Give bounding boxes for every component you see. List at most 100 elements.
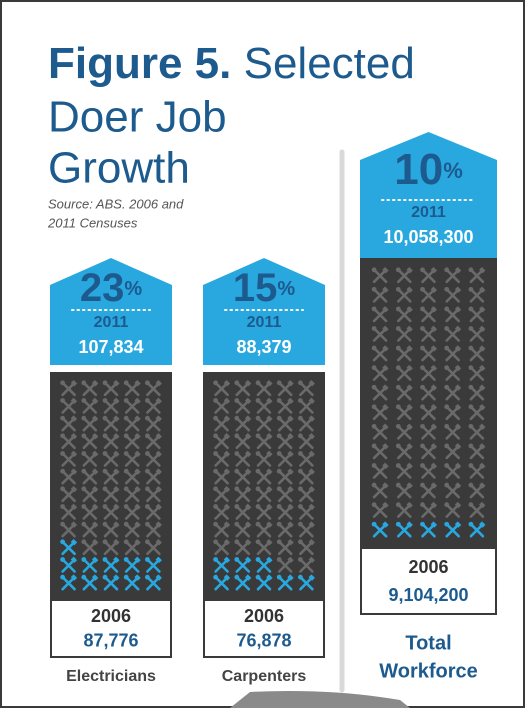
tool-part <box>468 482 474 488</box>
tool-part <box>372 327 388 342</box>
tool-part <box>134 380 141 387</box>
tool-icon <box>213 380 231 397</box>
tool-part <box>468 443 474 449</box>
tool-icon <box>60 521 78 538</box>
tool-part <box>81 521 87 527</box>
tool-part <box>298 486 303 492</box>
tool-part <box>445 483 461 499</box>
tool-part <box>444 345 450 351</box>
tool-part <box>444 267 450 273</box>
tool-icon <box>60 468 78 485</box>
tool-part <box>454 501 462 509</box>
tool-part <box>406 345 413 352</box>
tool-part <box>430 403 438 411</box>
tool-part <box>382 325 389 333</box>
tool-icon <box>255 539 273 556</box>
tool-part <box>244 397 252 405</box>
tool-part <box>468 365 474 371</box>
tool-icon <box>444 364 462 381</box>
tool-part <box>372 288 388 303</box>
tool-part <box>234 468 240 474</box>
tool-part <box>223 468 231 475</box>
tool-icon <box>276 539 294 556</box>
tool-part <box>223 450 231 458</box>
tool-part <box>102 521 108 527</box>
tool-part <box>444 423 450 429</box>
tool-part <box>103 469 119 485</box>
tool-part <box>214 558 229 573</box>
tool-icon <box>255 503 273 520</box>
tool-part <box>81 504 87 509</box>
tool-part <box>91 397 99 405</box>
tool-part <box>382 423 389 430</box>
tool-icon <box>145 556 162 573</box>
tool-icon <box>468 501 486 518</box>
tool-part <box>445 405 461 421</box>
tool-icon <box>255 397 273 414</box>
tool-part <box>60 486 65 492</box>
year-old: 2006 <box>244 606 284 626</box>
tool-part <box>244 539 252 546</box>
tool-part <box>255 415 261 421</box>
tool-icon <box>371 403 389 421</box>
tool-part <box>396 307 412 323</box>
tool-part <box>430 286 438 293</box>
tool-part <box>134 556 141 564</box>
tool-part <box>479 482 486 489</box>
tool-part <box>146 558 161 573</box>
tool-part <box>372 425 388 440</box>
tool-part <box>234 398 240 403</box>
old-box <box>203 599 325 658</box>
tool-part <box>244 450 252 458</box>
tool-icon <box>395 266 413 284</box>
tool-part <box>255 521 261 527</box>
tool-part <box>395 443 401 449</box>
tool-part <box>102 574 108 580</box>
tool-part <box>396 483 412 499</box>
tool-part <box>420 502 425 508</box>
tool-part <box>468 326 474 331</box>
tool-part <box>235 381 251 397</box>
tool-part <box>382 501 389 509</box>
tool-part <box>256 522 272 538</box>
tool-icon <box>123 574 141 591</box>
tool-icon <box>81 486 99 503</box>
tool-part <box>113 486 120 493</box>
tool-part <box>395 521 401 527</box>
tool-part <box>60 468 65 474</box>
tool-icon <box>420 345 438 362</box>
tool-icon <box>81 574 99 591</box>
tool-part <box>103 522 119 538</box>
tool-icon <box>213 521 231 538</box>
tool-part <box>134 539 141 546</box>
tool-part <box>430 325 438 333</box>
tool-part <box>308 397 315 405</box>
tool-part <box>266 539 273 546</box>
tool-part <box>134 468 141 475</box>
tool-part <box>213 380 218 386</box>
tool-part <box>81 486 87 492</box>
tool-icon <box>420 364 438 381</box>
tool-part <box>235 416 251 432</box>
tool-icon <box>395 306 413 323</box>
tool-icon <box>276 397 294 414</box>
tool-part <box>469 425 485 440</box>
tool-part <box>444 404 450 410</box>
tool-part <box>145 557 150 562</box>
tool-icon <box>81 433 99 450</box>
tool-icon <box>420 462 438 479</box>
tool-icon <box>468 482 486 499</box>
tool-part <box>468 521 474 527</box>
tool-icon <box>395 384 413 401</box>
tool-part <box>469 405 485 421</box>
growth-value: 15% <box>233 266 296 310</box>
tool-part <box>70 468 78 475</box>
tool-part <box>103 381 119 397</box>
tool-part <box>223 433 231 440</box>
tool-part <box>372 366 388 381</box>
tool-icon <box>468 384 486 401</box>
tool-part <box>82 452 98 467</box>
tool-part <box>155 521 162 528</box>
tool-part <box>298 451 303 456</box>
